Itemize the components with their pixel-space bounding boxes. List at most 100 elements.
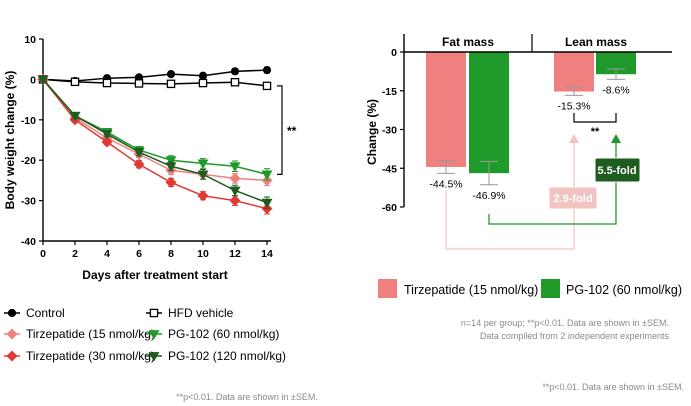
category-label: Fat mass xyxy=(442,35,494,49)
x-axis-title: Days after treatment start xyxy=(82,268,227,282)
data-point xyxy=(197,159,209,170)
y-tick-label: -45 xyxy=(382,163,397,175)
series-line-2 xyxy=(42,78,268,87)
value-label: -8.6% xyxy=(602,84,629,96)
legend-label: Tirzepatide (15 nmol/kg) xyxy=(26,327,155,341)
body-composition-bar-chart: 0 -15 -30 -45 -60 Change (%) Fat mass Lean mass… xyxy=(365,34,684,392)
legend-label: Control xyxy=(26,306,65,320)
bar xyxy=(554,52,594,92)
data-point xyxy=(230,67,240,76)
y-axis-title: Change (%) xyxy=(365,99,379,165)
x-tick-label: 12 xyxy=(229,248,241,260)
data-point xyxy=(165,156,177,166)
body-weight-line-chart: 10 0 -10 -20 -30 -40 0 2 4 6 8 10 12 14 Days after tre… xyxy=(3,34,318,402)
fold-box-green xyxy=(594,157,641,183)
y-tick-label: -30 xyxy=(21,196,36,208)
data-point xyxy=(165,176,177,188)
data-point xyxy=(101,130,113,140)
legend-swatch xyxy=(378,279,397,298)
data-point xyxy=(262,66,272,75)
legend-marker xyxy=(6,350,18,362)
legend-label: PG-102 (60 nmol/kg) xyxy=(168,327,279,341)
data-point xyxy=(166,79,176,89)
legend-label: PG-102 (120 nmol/kg) xyxy=(168,349,286,363)
series-line-6 xyxy=(42,78,268,204)
bar xyxy=(596,52,636,75)
value-label: -44.5% xyxy=(429,178,462,190)
data-point xyxy=(229,195,241,207)
data-point xyxy=(101,136,113,148)
data-point xyxy=(133,148,145,158)
significance-label: ** xyxy=(287,124,297,138)
fold-label: 5.5-fold xyxy=(597,165,636,177)
data-point xyxy=(69,111,81,122)
legend-marker xyxy=(149,308,159,318)
footnote: **p<0.01. Data are shown in ±SEM. xyxy=(176,392,318,402)
x-tick-label: 4 xyxy=(104,248,110,260)
y-tick-label: -40 xyxy=(21,236,36,248)
data-point xyxy=(261,170,273,180)
bar xyxy=(426,52,466,167)
significance-bracket xyxy=(573,113,617,123)
note: n=14 per group; **p<0.01. Data are shown… xyxy=(461,318,669,328)
x-tick-label: 6 xyxy=(136,248,142,260)
fold-label: 2.9-fold xyxy=(553,193,592,205)
data-point xyxy=(102,78,112,88)
x-tick-label: 8 xyxy=(168,248,174,260)
note: Data compiled from 2 independent experim… xyxy=(480,331,670,341)
y-tick-label: -15 xyxy=(382,86,397,98)
data-point xyxy=(197,190,209,202)
data-point xyxy=(261,198,273,209)
data-point xyxy=(198,71,208,80)
significance-bracket xyxy=(277,85,283,175)
y-axis-title: Body weight change (%) xyxy=(3,71,17,210)
y-tick-label: -30 xyxy=(382,125,397,137)
y-tick-label: 0 xyxy=(30,74,36,86)
data-point xyxy=(229,162,241,172)
value-label: -46.9% xyxy=(472,190,505,202)
x-tick-label: 2 xyxy=(72,248,78,260)
data-point xyxy=(166,70,176,79)
y-tick-label: 10 xyxy=(24,34,36,46)
legend-marker xyxy=(7,308,17,318)
y-tick-label: -20 xyxy=(21,155,36,167)
series-line-3 xyxy=(42,78,268,182)
fold-box-pink xyxy=(548,186,598,210)
category-label: Lean mass xyxy=(565,35,627,49)
legend-label: HFD vehicle xyxy=(168,306,234,320)
fold-arrowhead-pink xyxy=(569,134,579,143)
legend-marker xyxy=(148,330,160,340)
legend-label: PG-102 (60 nmol/kg) xyxy=(566,283,682,297)
data-point xyxy=(229,172,241,184)
series-line-1 xyxy=(42,69,268,82)
data-point xyxy=(134,79,144,88)
legend-swatch xyxy=(541,279,560,298)
legend-label: Tirzepatide (15 nmol/kg) xyxy=(404,283,538,297)
footnote: **p<0.01. Data are shown in ±SEM. xyxy=(542,382,684,392)
data-point xyxy=(262,81,272,91)
series-line-5 xyxy=(42,78,268,176)
legend-label: Tirzepatide (30 nmol/kg) xyxy=(26,349,155,363)
data-point xyxy=(230,77,240,87)
data-point xyxy=(70,77,80,87)
data-point xyxy=(197,170,209,180)
data-point xyxy=(165,162,177,172)
x-tick-label: 10 xyxy=(197,248,209,260)
series-line-4 xyxy=(42,78,268,210)
y-tick-label: -10 xyxy=(21,115,36,127)
data-point xyxy=(37,75,49,86)
x-tick-label: 0 xyxy=(40,248,46,260)
legend-marker xyxy=(6,328,18,340)
data-point xyxy=(229,186,241,197)
y-tick-label: 0 xyxy=(391,47,397,59)
value-label: -15.3% xyxy=(557,100,590,112)
data-point xyxy=(198,78,208,88)
legend-marker xyxy=(148,352,160,362)
significance-label: ** xyxy=(591,126,600,138)
x-tick-label: 14 xyxy=(261,248,273,260)
y-tick-label: -60 xyxy=(382,202,397,214)
fold-arrowhead-green xyxy=(611,134,621,143)
bar xyxy=(469,52,509,174)
data-point xyxy=(133,158,145,170)
